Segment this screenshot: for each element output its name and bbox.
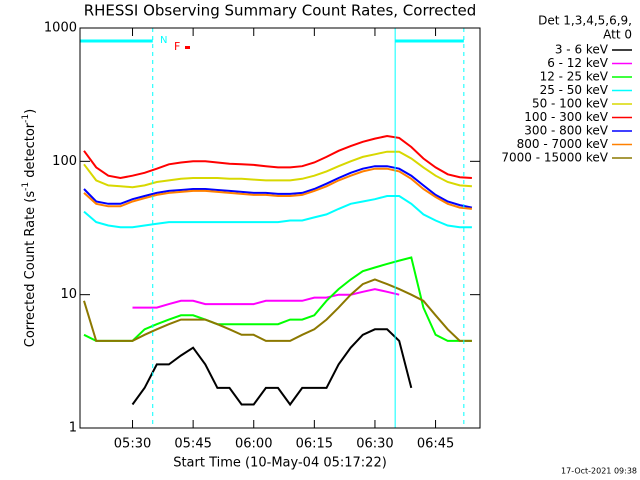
series-line: [132, 288, 400, 309]
legend-header: Att 0: [603, 28, 632, 42]
night-label: N: [160, 35, 167, 46]
series-line: [83, 195, 472, 229]
y-axis-label: Corrected Count Rate (s-1 detector-1): [21, 109, 38, 347]
y-label-part: ): [23, 109, 38, 114]
y-tick-label: 10: [60, 287, 77, 302]
y-tick-label: 100: [52, 154, 77, 169]
x-tick-label: 05:30: [114, 437, 151, 452]
y-tick-label: 1: [69, 421, 77, 436]
y-tick-label: 1000: [44, 21, 77, 36]
legend-label: 50 - 100 keV: [532, 97, 609, 111]
x-tick-label: 06:45: [417, 437, 454, 452]
series-line: [83, 165, 473, 209]
legend-label: 100 - 300 keV: [524, 110, 608, 124]
y-label-sup: -1: [21, 182, 31, 191]
y-label-part: detector: [23, 122, 38, 182]
legend-label: 3 - 6 keV: [555, 43, 609, 57]
series-line: [83, 278, 472, 342]
series-line: [83, 256, 472, 342]
x-tick-label: 05:45: [174, 437, 211, 452]
legend-label: 6 - 12 keV: [547, 56, 609, 70]
series-line: [83, 134, 472, 180]
y-label-part: Corrected Count Rate (s: [23, 191, 38, 348]
legend-label: 12 - 25 keV: [540, 70, 609, 84]
legend-label: 7000 - 15000 keV: [501, 151, 608, 165]
x-tick-label: 06:30: [356, 437, 393, 452]
y-label-sup: -1: [21, 114, 31, 123]
chart-title: RHESSI Observing Summary Count Rates, Co…: [84, 2, 477, 20]
footer: 17-Oct-2021 09:38: [561, 467, 637, 476]
legend-label: 800 - 7000 keV: [517, 137, 609, 151]
legend-label: 25 - 50 keV: [540, 83, 609, 97]
series-line: [131, 328, 413, 407]
legend-label: 300 - 800 keV: [524, 124, 608, 138]
series-line: [83, 150, 472, 189]
x-tick-label: 06:15: [296, 437, 333, 452]
x-axis-label: Start Time (10-May-04 05:17:22): [173, 456, 387, 471]
flare-flag: [185, 46, 190, 49]
x-tick-label: 06:00: [235, 437, 272, 452]
series-line: [83, 167, 473, 210]
plot-frame: [79, 27, 481, 429]
legend-header: Det 1,3,4,5,6,9,: [538, 14, 632, 28]
flare-label: F: [174, 40, 180, 53]
